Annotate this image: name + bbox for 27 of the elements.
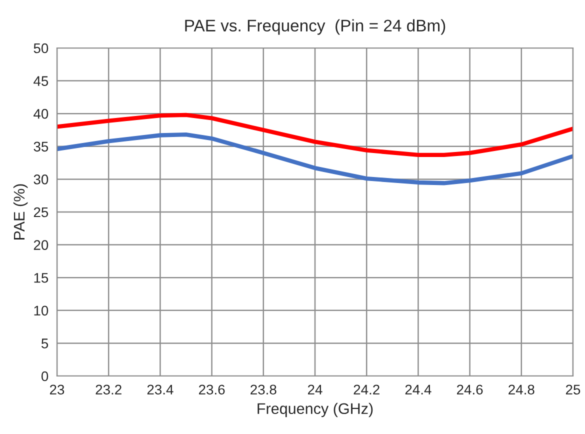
y-tick-label: 40 — [34, 108, 48, 119]
y-tick-label: 15 — [34, 273, 48, 283]
y-axis-title: PAE (%) — [13, 184, 28, 240]
x-tick-label: 23 — [50, 384, 64, 395]
y-tick-label: 50 — [34, 43, 48, 54]
y-tick-label: 0 — [41, 371, 48, 382]
x-tick-label: 24 — [308, 384, 322, 394]
y-tick-label: 20 — [34, 240, 48, 250]
y-tick-label: 25 — [34, 207, 48, 218]
y-tick-label: 35 — [34, 142, 48, 152]
x-tick-label: 23.8 — [250, 384, 276, 395]
x-tick-label: 23.4 — [147, 384, 174, 395]
x-tick-label: 24.6 — [456, 384, 483, 395]
x-tick-label: 23.6 — [198, 384, 225, 395]
y-tick-label: 30 — [34, 174, 48, 184]
y-tick-label: 5 — [42, 338, 48, 348]
y-tick-label: 45 — [34, 76, 48, 86]
line-series — [57, 112, 573, 158]
chart-title: PAE vs. Frequency (Pin = 24 dBm) — [185, 19, 446, 35]
x-tick-label: 24.8 — [508, 384, 534, 395]
y-tick-label: 10 — [34, 306, 48, 316]
x-tick-label: 24.2 — [354, 384, 380, 394]
x-tick-label: 23.2 — [96, 384, 122, 395]
x-axis-title: Frequency (GHz) — [258, 402, 373, 418]
line-series — [57, 132, 573, 186]
x-tick-label: 24.4 — [405, 384, 432, 394]
x-tick-label: 25 — [566, 384, 580, 395]
